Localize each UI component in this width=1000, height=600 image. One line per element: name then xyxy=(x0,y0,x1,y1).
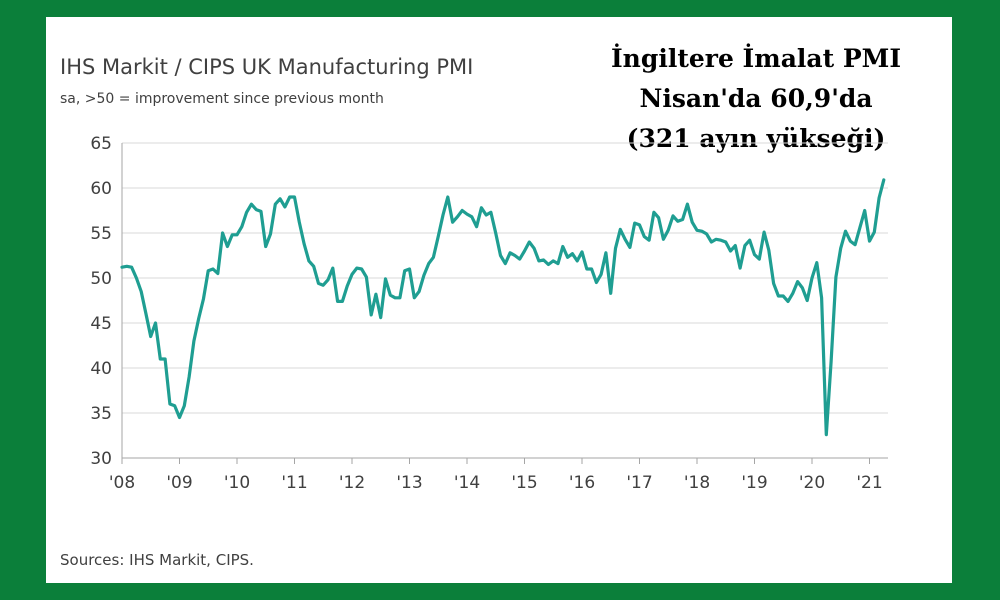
axis-layer xyxy=(121,143,870,464)
x-tick-label: '14 xyxy=(454,473,480,493)
series-layer xyxy=(120,178,886,437)
chart-title: IHS Markit / CIPS UK Manufacturing PMI xyxy=(60,55,474,79)
x-tick-label: '19 xyxy=(741,473,767,493)
chart-subtitle: sa, >50 = improvement since previous mon… xyxy=(60,91,384,107)
label-layer: 30 35 40 45 50 55 60 65 '08 '09 '10 '11 '12 '13 '14 '15… xyxy=(90,134,882,493)
headline-annotation: İngiltere İmalat PMI Nisan'da 60,9'da (3… xyxy=(566,39,946,159)
y-tick-label: 40 xyxy=(90,359,112,379)
x-tick-label: '15 xyxy=(511,473,537,493)
x-tick-label: '17 xyxy=(626,473,652,493)
x-tick-label: '20 xyxy=(799,473,825,493)
headline-line-2: Nisan'da 60,9'da xyxy=(639,84,873,113)
y-tick-label: 50 xyxy=(90,269,112,289)
x-tick-label: '10 xyxy=(224,473,250,493)
headline-line-3: (321 ayın yükseği) xyxy=(626,124,886,153)
y-tick-label: 55 xyxy=(90,224,112,244)
y-tick-label: 60 xyxy=(90,179,112,199)
x-tick-label: '21 xyxy=(856,473,882,493)
x-tick-label: '12 xyxy=(339,473,365,493)
y-tick-label: 30 xyxy=(90,449,112,469)
y-tick-label: 35 xyxy=(90,404,112,424)
grid-layer xyxy=(122,142,888,459)
x-tick-label: '16 xyxy=(569,473,595,493)
x-tick-label: '13 xyxy=(396,473,422,493)
series-line-0 xyxy=(120,178,886,437)
y-tick-label: 65 xyxy=(90,134,112,154)
y-tick-label: 45 xyxy=(90,314,112,334)
x-tick-label: '08 xyxy=(109,473,135,493)
x-tick-label: '18 xyxy=(684,473,710,493)
x-tick-label: '09 xyxy=(166,473,192,493)
headline-line-1: İngiltere İmalat PMI xyxy=(610,44,902,73)
pmi-line-chart: 30 35 40 45 50 55 60 65 '08 '09 '10 '11 '12 '13 '14 '15… xyxy=(90,134,888,493)
source-note: Sources: IHS Markit, CIPS. xyxy=(60,551,254,569)
x-tick-label: '11 xyxy=(281,473,307,493)
chart-card: IHS Markit / CIPS UK Manufacturing PMI s… xyxy=(46,17,952,583)
